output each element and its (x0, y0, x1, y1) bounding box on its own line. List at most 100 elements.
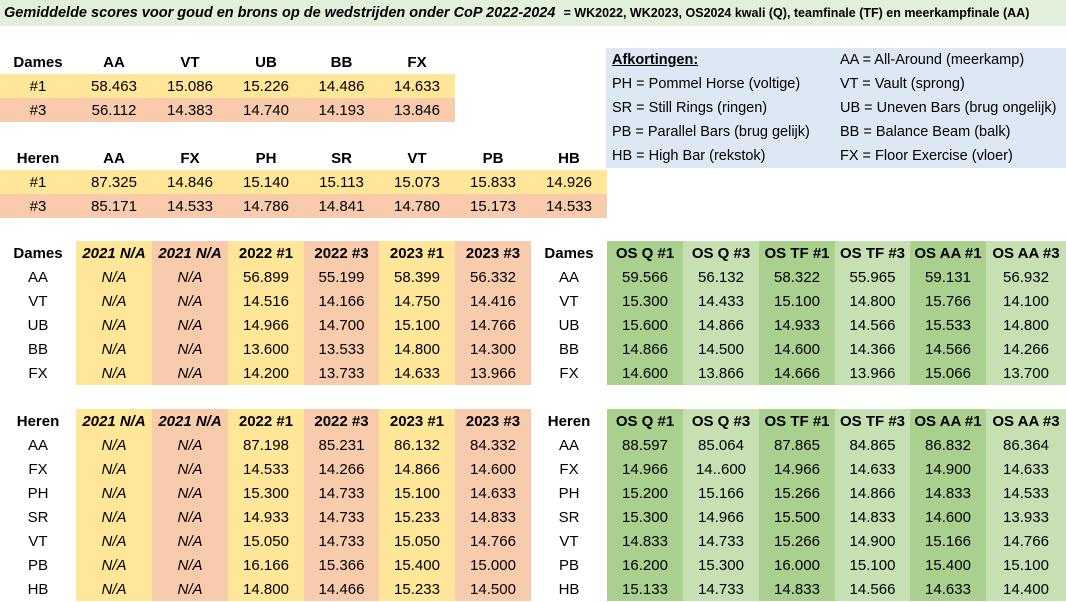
table-cell: 14.533 (986, 481, 1066, 505)
table-cell: 15.066 (910, 361, 986, 385)
table-cell: 14.733 (304, 481, 379, 505)
table-cell: 14.566 (835, 313, 910, 337)
abbreviations-legend: Afkortingen: PH = Pommel Horse (voltige)… (606, 48, 1066, 168)
table-cell: 14.366 (835, 337, 910, 361)
table-cell: 14.300 (455, 337, 531, 361)
column-header: 2023 #3 (455, 241, 531, 265)
column-header: VT (180, 53, 200, 71)
rank-label: #1 (29, 77, 47, 95)
table-cell: 15.173 (470, 197, 516, 215)
table-cell: 14.833 (910, 481, 986, 505)
row-header: Dames (13, 244, 63, 262)
table-cell: 14.700 (304, 313, 379, 337)
table-cell: N/A (152, 433, 228, 457)
table-cell: 14.633 (835, 457, 910, 481)
table-cell: 59.131 (910, 265, 986, 289)
table-cell: 14.600 (455, 457, 531, 481)
table-cell: N/A (76, 289, 152, 313)
legend-item: UB = Uneven Bars (brug ongelijk) (840, 100, 1057, 116)
sheet-subtitle: = WK2022, WK2023, OS2024 kwali (Q), team… (563, 6, 1030, 20)
table-cell: 14.780 (394, 197, 440, 215)
table-cell: 55.199 (304, 265, 379, 289)
table-cell: 14.193 (318, 101, 365, 119)
legend-item: PB = Parallel Bars (brug gelijk) (612, 124, 810, 140)
table-cell: 88.597 (607, 433, 683, 457)
column-header: 2023 #1 (379, 241, 455, 265)
table-cell: 15.233 (379, 577, 455, 601)
table-cell: N/A (152, 529, 228, 553)
column-header: OS AA #1 (910, 241, 986, 265)
row-label: AA (27, 268, 48, 286)
sheet-title: Gemiddelde scores voor goud en brons op … (4, 5, 556, 21)
column-header: VT (407, 149, 427, 167)
table-cell: 14.600 (910, 505, 986, 529)
table-cell: 13.866 (683, 361, 759, 385)
table-cell: 14.633 (379, 361, 455, 385)
table-cell: 14.400 (986, 577, 1066, 601)
table-cell: 86.832 (910, 433, 986, 457)
table-cell: 85.064 (683, 433, 759, 457)
column-header: OS AA #3 (986, 241, 1066, 265)
table-cell: 14.800 (835, 289, 910, 313)
table-cell: 15.266 (759, 481, 835, 505)
table-cell: 14.800 (379, 337, 455, 361)
table-cell: N/A (76, 313, 152, 337)
table-cell: 14.866 (683, 313, 759, 337)
column-header: OS TF #3 (835, 409, 910, 433)
column-header: OS TF #1 (759, 241, 835, 265)
table-cell: 15.133 (607, 577, 683, 601)
table-cell: 14.383 (167, 101, 213, 119)
row-label: AA (27, 436, 48, 454)
table-cell: 13.933 (986, 505, 1066, 529)
table-cell: 15.366 (304, 553, 379, 577)
table-cell: 15.100 (379, 481, 455, 505)
row-label: VT (559, 292, 579, 310)
column-header: OS AA #1 (910, 409, 986, 433)
table-cell: 14.266 (986, 337, 1066, 361)
table-cell: N/A (152, 337, 228, 361)
row-label: FX (559, 460, 579, 478)
table-cell: 15.166 (683, 481, 759, 505)
table-cell: 15.300 (607, 505, 683, 529)
table-cell: 15.100 (835, 553, 910, 577)
column-header: BB (330, 53, 353, 71)
table-cell: 14.833 (607, 529, 683, 553)
column-header: 2021 N/A (76, 241, 152, 265)
table-cell: 85.171 (91, 197, 137, 215)
table-cell: N/A (76, 505, 152, 529)
table-cell: 14.633 (986, 457, 1066, 481)
table-cell: N/A (76, 337, 152, 361)
table-cell: 14.750 (379, 289, 455, 313)
table-cell: 14.200 (228, 361, 304, 385)
table-cell: 15.050 (228, 529, 304, 553)
table-cell: 15.300 (228, 481, 304, 505)
table-cell: 14.733 (304, 505, 379, 529)
table-cell: 14.533 (228, 457, 304, 481)
table-cell: 15.100 (379, 313, 455, 337)
column-header: 2022 #1 (228, 409, 304, 433)
column-header: AA (103, 149, 125, 167)
table-cell: 14.566 (910, 337, 986, 361)
table-cell: 14.740 (243, 101, 289, 119)
legend-item: HB = High Bar (rekstok) (612, 148, 766, 164)
table-cell: 14.466 (304, 577, 379, 601)
table-cell: 15.166 (910, 529, 986, 553)
table-cell: 58.322 (759, 265, 835, 289)
table-cell: N/A (152, 553, 228, 577)
table-cell: 87.865 (759, 433, 835, 457)
column-header: OS Q #3 (683, 241, 759, 265)
table-cell: 87.325 (91, 173, 137, 191)
column-header: OS Q #1 (607, 241, 683, 265)
dames-os-table: Dames OS Q #1 OS Q #3 OS TF #1 OS TF #3 … (531, 241, 1066, 385)
table-cell: 58.463 (91, 77, 137, 95)
table-cell: 16.200 (607, 553, 683, 577)
table-cell: 14.633 (394, 77, 440, 95)
legend-item: BB = Balance Beam (balk) (840, 124, 1011, 140)
table-cell: 14.841 (318, 197, 365, 215)
table-cell: 14.633 (910, 577, 986, 601)
row-label: PH (27, 484, 49, 502)
table-cell: 14.966 (683, 505, 759, 529)
table-cell: 15.113 (319, 173, 364, 191)
table-cell: 15.140 (243, 173, 289, 191)
table-cell: 14.966 (228, 313, 304, 337)
